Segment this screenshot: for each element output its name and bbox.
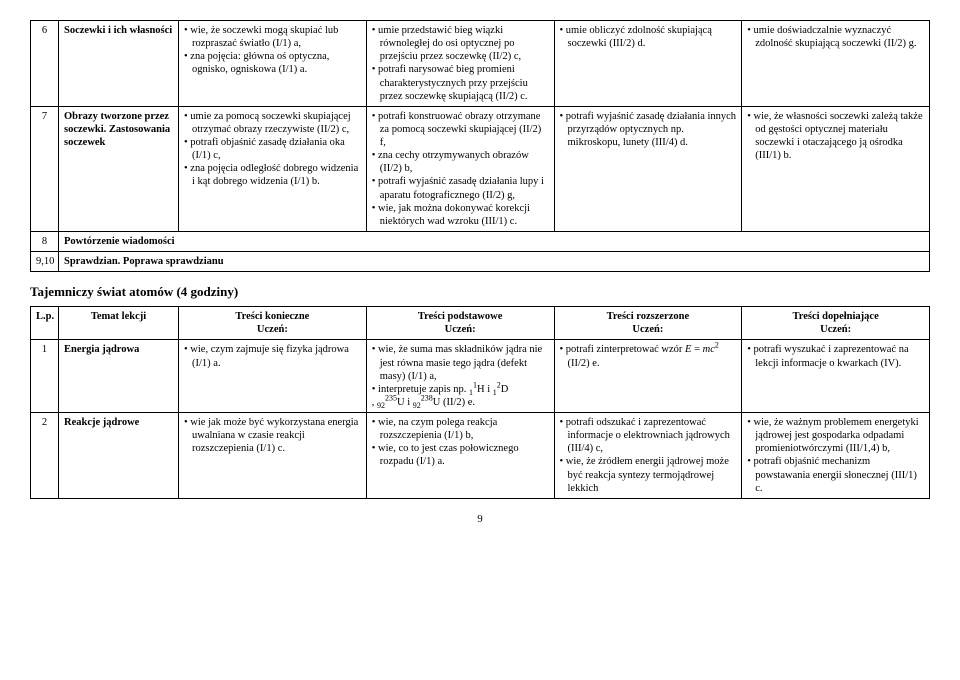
bullet-line: • potrafi objaśnić zasadę działania oka … <box>184 136 361 162</box>
row-merged-topic: Powtórzenie wiadomości <box>59 231 930 251</box>
row-number: 6 <box>31 21 59 107</box>
bullet-line: • interpretuje zapis np. 11H i 12D <box>372 383 549 396</box>
table-row: 7Obrazy tworzone przez soczewki. Zastoso… <box>31 106 930 231</box>
row-topic: Soczewki i ich własności <box>59 21 179 107</box>
table-row: 6Soczewki i ich własności• wie, że socze… <box>31 21 930 107</box>
header-col1: Treści konieczneUczeń: <box>179 307 367 340</box>
row-col1: • wie jak może być wykorzystana energia … <box>179 413 367 499</box>
section-title: Tajemniczy świat atomów (4 godziny) <box>30 284 930 300</box>
row-number: 8 <box>31 231 59 251</box>
table-row: 2Reakcje jądrowe• wie jak może być wykor… <box>31 413 930 499</box>
bullet-line: • wie, że ważnym problemem energetyki ją… <box>747 416 924 455</box>
bullet-line: • potrafi wyjaśnić zasadę działania inny… <box>560 110 737 149</box>
row-number: 9,10 <box>31 252 59 272</box>
bullet-line: • potrafi zinterpretować wzór E = mc2 (I… <box>560 343 737 369</box>
bullet-line: • umie doświadczalnie wyznaczyć zdolność… <box>747 24 924 50</box>
bullet-line: • potrafi konstruować obrazy otrzymane z… <box>372 110 549 149</box>
row-col2: • umie przedstawić bieg wiązki równoległ… <box>366 21 554 107</box>
row-col4: • potrafi wyszukać i zaprezentować na le… <box>742 340 930 413</box>
row-number: 2 <box>31 413 59 499</box>
table-row: 8Powtórzenie wiadomości <box>31 231 930 251</box>
header-lp: L.p. <box>31 307 59 340</box>
bullet-line: • wie, że soczewki mogą skupiać lub rozp… <box>184 24 361 50</box>
row-topic: Reakcje jądrowe <box>59 413 179 499</box>
row-col3: • potrafi zinterpretować wzór E = mc2 (I… <box>554 340 742 413</box>
bullet-line: • zna cechy otrzymywanych obrazów (II/2)… <box>372 149 549 175</box>
table-row: 1Energia jądrowa• wie, czym zajmuje się … <box>31 340 930 413</box>
curriculum-table-1: 6Soczewki i ich własności• wie, że socze… <box>30 20 930 272</box>
row-col3: • potrafi odszukać i zaprezentować infor… <box>554 413 742 499</box>
bullet-line: • umie za pomocą soczewki skupiającej ot… <box>184 110 361 136</box>
bullet-line: • potrafi narysować bieg promieni charak… <box>372 63 549 102</box>
row-col1: • umie za pomocą soczewki skupiającej ot… <box>179 106 367 231</box>
curriculum-table-2: L.p. Temat lekcji Treści konieczneUczeń:… <box>30 306 930 499</box>
row-number: 7 <box>31 106 59 231</box>
row-col2: • wie, że suma mas składników jądra nie … <box>366 340 554 413</box>
bullet-line: • zna pojęcia: główna oś optyczna, ognis… <box>184 50 361 76</box>
header-topic: Temat lekcji <box>59 307 179 340</box>
bullet-line: • potrafi wyjaśnić zasadę działania lupy… <box>372 175 549 201</box>
row-topic: Obrazy tworzone przez soczewki. Zastosow… <box>59 106 179 231</box>
bullet-line: • potrafi wyszukać i zaprezentować na le… <box>747 343 924 369</box>
header-col4: Treści dopełniająceUczeń: <box>742 307 930 340</box>
bullet-line: • umie obliczyć zdolność skupiającą socz… <box>560 24 737 50</box>
row-col4: • wie, że ważnym problemem energetyki ją… <box>742 413 930 499</box>
bullet-line: • potrafi odszukać i zaprezentować infor… <box>560 416 737 455</box>
header-col3: Treści rozszerzoneUczeń: <box>554 307 742 340</box>
row-number: 1 <box>31 340 59 413</box>
row-col3: • potrafi wyjaśnić zasadę działania inny… <box>554 106 742 231</box>
bullet-line: • wie jak może być wykorzystana energia … <box>184 416 361 455</box>
bullet-line: • wie, czym zajmuje się fizyka jądrowa (… <box>184 343 361 369</box>
bullet-line: , 92235U i 92238U (II/2) e. <box>372 396 549 409</box>
page-number: 9 <box>30 513 930 525</box>
row-merged-topic: Sprawdzian. Poprawa sprawdzianu <box>59 252 930 272</box>
row-col3: • umie obliczyć zdolność skupiającą socz… <box>554 21 742 107</box>
bullet-line: • wie, na czym polega reakcja rozszczepi… <box>372 416 549 442</box>
bullet-line: • potrafi objaśnić mechanizm powstawania… <box>747 455 924 494</box>
header-col2: Treści podstawoweUczeń: <box>366 307 554 340</box>
row-col2: • potrafi konstruować obrazy otrzymane z… <box>366 106 554 231</box>
row-col4: • wie, że własności soczewki zależą takż… <box>742 106 930 231</box>
row-col2: • wie, na czym polega reakcja rozszczepi… <box>366 413 554 499</box>
row-col1: • wie, czym zajmuje się fizyka jądrowa (… <box>179 340 367 413</box>
bullet-line: • wie, co to jest czas połowicznego rozp… <box>372 442 549 468</box>
bullet-line: • wie, że źródłem energii jądrowej może … <box>560 455 737 494</box>
row-topic: Energia jądrowa <box>59 340 179 413</box>
bullet-line: • wie, że suma mas składników jądra nie … <box>372 343 549 382</box>
bullet-line: • zna pojęcia odległość dobrego widzenia… <box>184 162 361 188</box>
row-col4: • umie doświadczalnie wyznaczyć zdolność… <box>742 21 930 107</box>
row-col1: • wie, że soczewki mogą skupiać lub rozp… <box>179 21 367 107</box>
bullet-line: • wie, jak można dokonywać korekcji niek… <box>372 202 549 228</box>
bullet-line: • umie przedstawić bieg wiązki równoległ… <box>372 24 549 63</box>
bullet-line: • wie, że własności soczewki zależą takż… <box>747 110 924 163</box>
table-row: 9,10Sprawdzian. Poprawa sprawdzianu <box>31 252 930 272</box>
